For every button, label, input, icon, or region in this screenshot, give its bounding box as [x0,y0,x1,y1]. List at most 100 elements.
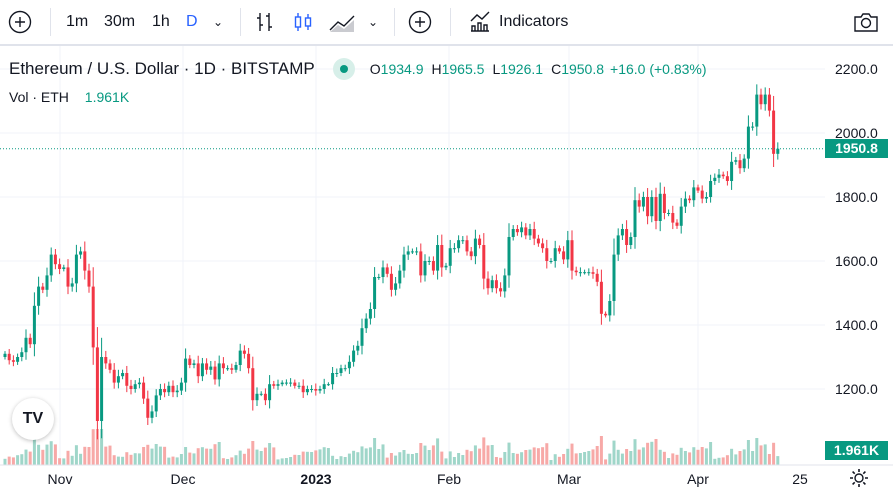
candle-body [83,251,87,271]
market-status-icon[interactable] [332,58,355,80]
candle-body [738,160,742,169]
candles-chart-type-icon[interactable] [292,0,314,44]
time-tick-label: Mar [557,471,581,487]
volume-bar [469,451,473,465]
volume-bar [24,449,28,465]
compare-add-button[interactable] [408,0,432,44]
volume-label[interactable]: Vol · ETH [9,89,69,105]
symbol-title[interactable]: Ethereum / U.S. Dollar · 1D · BITSTAMP [9,59,315,78]
candle-body [713,177,717,181]
indicators-label: Indicators [499,13,569,30]
symbol-search-button[interactable] [8,0,32,44]
volume-bar [448,451,452,465]
volume-bar [200,447,204,465]
candle-body [465,240,469,252]
candle-body [58,264,62,269]
candle-body [255,393,259,401]
volume-bar [574,453,578,465]
volume-bar [595,446,599,465]
volume-bar [213,444,217,465]
price-chart[interactable]: 2200.0 2000.0 1800.0 1600.0 1400.0 1200.0 Nov D… [0,46,893,500]
candle-body [20,352,24,357]
candle-body [721,174,725,177]
candle-body [360,328,364,346]
candle-body [570,240,574,271]
volume-bar [7,456,11,465]
volume-bar [444,458,448,465]
candle-body [32,305,36,345]
candle-body [293,382,297,386]
candle-body [562,251,566,260]
bar-chart-type-icon[interactable] [254,0,276,44]
candle-body [142,382,146,399]
candle-body [394,283,398,290]
candle-body [557,248,561,252]
volume-bar [11,457,15,465]
volume-bar [587,451,591,465]
volume-bar [305,451,309,465]
open-value: 1934.9 [380,61,424,77]
volume-bar [427,450,431,465]
volume-bar [205,448,209,465]
candle-body [700,190,704,199]
volume-bar [763,444,767,465]
interval-30m[interactable]: 30m [104,13,136,30]
volume-bar [364,448,368,465]
volume-bar [742,449,746,465]
snapshot-camera-icon[interactable] [853,0,879,44]
volume-bar [520,452,524,465]
candle-body [612,254,616,301]
volume-bar [314,450,318,465]
interval-d[interactable]: D [186,13,198,30]
volume-bar [583,452,587,465]
volume-legend: Vol · ETH 1.961K [9,89,129,105]
candle-body [709,181,713,197]
interval-1h[interactable]: 1h [152,13,170,30]
candle-body [125,373,129,386]
settings-gear-icon[interactable] [848,467,870,494]
volume-bar [255,449,259,465]
volume-bar [704,448,708,465]
candle-body [381,267,385,277]
candle-body [356,345,360,351]
candle-body [213,366,217,380]
area-chart-type-icon[interactable] [328,0,358,44]
volume-bar [490,445,494,465]
volume-bar [683,451,687,465]
candle-body [654,197,658,221]
volume-bar [725,455,729,465]
volume-bar [20,454,24,465]
candle-body [440,245,444,268]
candle-body [326,384,330,386]
volume-bar [713,458,717,465]
volume-bar [16,455,20,465]
candle-body [763,94,767,105]
candle-body [238,350,242,365]
indicators-button[interactable]: Indicators [468,0,568,44]
volume-bar [641,447,645,465]
chart-type-dropdown-chevron-icon[interactable]: ⌄ [368,15,379,29]
candle-body [335,373,339,374]
candle-body [515,229,519,233]
candle-body [637,200,641,207]
interval-1m[interactable]: 1m [66,13,89,30]
volume-bar [335,459,339,465]
candle-body [171,385,175,393]
interval-dropdown-chevron-icon[interactable]: ⌄ [213,15,224,29]
candle-body [188,358,192,365]
volume-bar [58,458,62,465]
volume-bar [217,442,221,465]
candle-body [95,347,99,421]
candle-body [692,187,696,201]
candle-body [209,366,213,370]
volume-bar [646,442,650,465]
volume-bar [352,450,356,465]
tradingview-logo[interactable]: TV [12,398,54,440]
volume-bar [721,457,725,465]
candle-body [423,261,427,276]
volume-bar [591,449,595,465]
volume-bar [3,458,7,465]
volume-bar [511,453,515,465]
volume-bar [381,444,385,465]
volume-bar [154,444,158,465]
